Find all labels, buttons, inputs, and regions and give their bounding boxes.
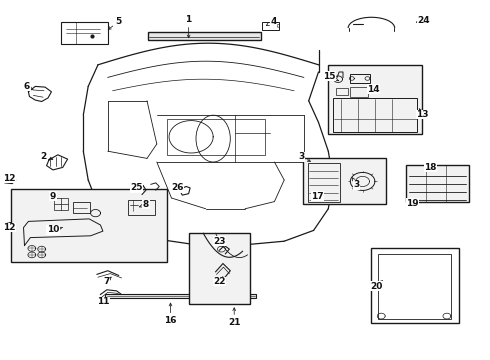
Bar (54, 198, 68, 210)
Text: 21: 21 (228, 308, 241, 327)
Bar (189, 233, 250, 304)
Text: 1: 1 (186, 15, 192, 38)
Text: 23: 23 (213, 237, 226, 247)
Bar (128, 200, 155, 215)
Bar (350, 74, 370, 83)
Bar (11, 189, 167, 262)
Text: 14: 14 (367, 85, 380, 94)
Text: 17: 17 (311, 192, 324, 201)
Text: 5: 5 (108, 17, 122, 30)
Text: 26: 26 (171, 184, 184, 192)
Bar (328, 65, 422, 134)
Bar (61, 22, 108, 44)
Bar (148, 32, 261, 40)
Bar (73, 202, 90, 213)
Text: 13: 13 (416, 109, 429, 119)
Text: 16: 16 (164, 303, 177, 325)
Bar (308, 163, 340, 202)
Text: 6: 6 (24, 82, 33, 91)
Bar (336, 88, 348, 95)
Text: 22: 22 (213, 276, 226, 286)
Bar (333, 98, 417, 132)
Text: 24: 24 (416, 16, 430, 25)
Text: 25: 25 (130, 184, 143, 192)
Bar (303, 158, 386, 204)
Text: 3: 3 (352, 177, 360, 189)
Text: 11: 11 (97, 297, 109, 306)
Text: 2: 2 (40, 152, 53, 161)
Bar (262, 22, 279, 30)
Bar (350, 87, 368, 97)
Bar (105, 294, 256, 298)
Bar (371, 248, 459, 323)
Text: 4: 4 (267, 17, 277, 26)
Text: 10: 10 (47, 225, 62, 234)
Text: 15: 15 (323, 72, 339, 81)
Text: 7: 7 (103, 277, 111, 286)
Text: 9: 9 (49, 192, 56, 201)
Bar (406, 165, 469, 202)
Text: 12: 12 (2, 174, 15, 183)
Bar (378, 254, 451, 319)
Text: 18: 18 (424, 163, 437, 172)
Bar (167, 119, 265, 155)
Text: 19: 19 (406, 199, 419, 208)
Text: 20: 20 (370, 281, 383, 291)
Text: 12: 12 (2, 223, 16, 232)
Text: 8: 8 (140, 200, 149, 209)
Text: 3: 3 (298, 152, 310, 161)
